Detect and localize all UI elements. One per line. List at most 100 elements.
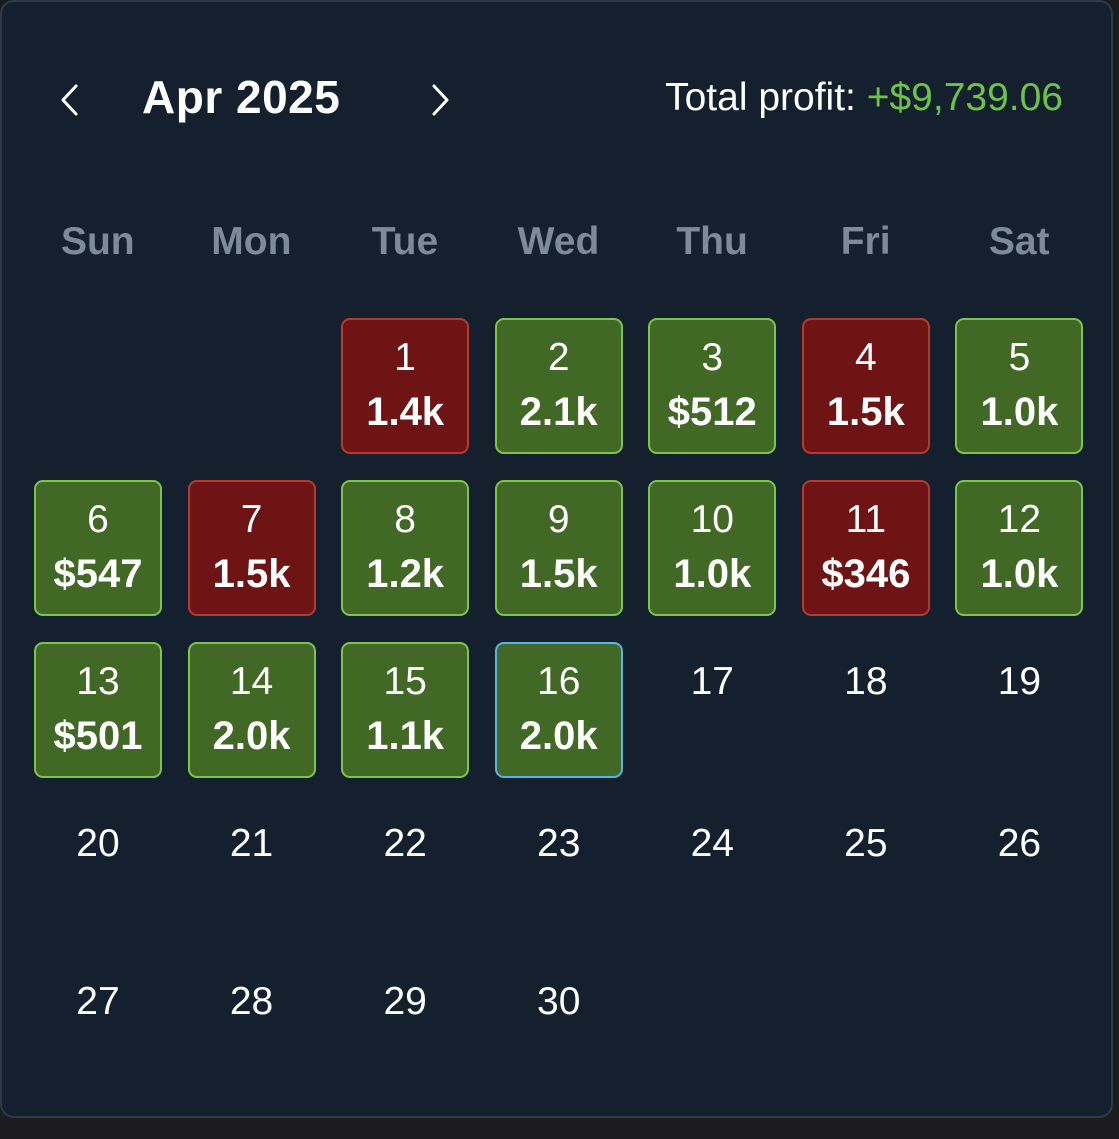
day-20[interactable]: 20 [34,804,162,940]
day-number: 18 [844,660,888,703]
calendar-header: Apr 2025 Total profit: +$9,739.06 [2,64,1111,136]
total-profit-label: Total profit: [665,76,856,119]
day-29[interactable]: 29 [341,962,469,1098]
day-30[interactable]: 30 [495,962,623,1098]
previous-month-button[interactable] [48,76,92,124]
day-number: 23 [537,822,581,865]
day-8[interactable]: 8 1.2k [341,480,470,616]
calendar-cell: 18 [789,640,943,802]
day-12[interactable]: 12 1.0k [955,480,1084,616]
calendar-cell: 15 1.1k [328,640,482,802]
day-number: 12 [997,498,1042,541]
day-profit-amount: 2.0k [519,714,598,758]
day-number: 4 [854,336,877,379]
day-profit-amount: 1.0k [673,552,752,596]
calendar-cell: 20 [21,802,175,960]
calendar-cell: 3 $512 [635,316,789,478]
day-17[interactable]: 17 [648,642,776,778]
day-profit-amount: 1.5k [212,552,291,596]
calendar-cell: 17 [635,640,789,802]
day-profit-amount: 1.2k [366,552,445,596]
empty-day-cell [175,316,329,478]
day-profit-amount: 1.5k [826,390,905,434]
calendar-cell: 14 2.0k [175,640,329,802]
window-bottom-edge [0,1118,1119,1139]
day-10[interactable]: 10 1.0k [648,480,777,616]
calendar-cell: 2 2.1k [482,316,636,478]
calendar-cell: 21 [175,802,329,960]
day-profit-amount: 2.1k [519,390,598,434]
day-number: 28 [229,980,274,1023]
day-profit-amount: 1.0k [980,390,1059,434]
day-18[interactable]: 18 [802,642,930,778]
day-number: 6 [87,498,109,541]
profit-calendar-panel: Apr 2025 Total profit: +$9,739.06 Sun Mo… [0,0,1113,1118]
day-number: 9 [547,498,570,541]
day-number: 1 [394,336,416,379]
day-25[interactable]: 25 [802,804,930,940]
day-5[interactable]: 5 1.0k [955,318,1084,454]
day-19[interactable]: 19 [955,642,1083,778]
calendar-cell: 27 [21,960,175,1100]
day-number: 24 [690,822,734,865]
calendar-cell: 5 1.0k [942,316,1096,478]
day-1[interactable]: 1 1.4k [341,318,470,454]
day-profit-amount: $501 [53,714,143,758]
empty-day-cell [21,316,175,478]
day-23[interactable]: 23 [495,804,623,940]
day-24[interactable]: 24 [648,804,776,940]
day-profit-amount: 1.5k [519,552,598,596]
day-6[interactable]: 6 $547 [34,480,162,616]
day-today[interactable]: 16 2.0k [494,642,623,778]
day-15[interactable]: 15 1.1k [341,642,470,778]
weekday-label: Tue [371,220,439,263]
day-number: 5 [1008,336,1031,379]
day-28[interactable]: 28 [188,962,316,1098]
calendar-cell: 28 [175,960,329,1100]
day-profit-amount: 1.0k [980,552,1059,596]
calendar-cell: 1 1.4k [328,316,482,478]
day-3[interactable]: 3 $512 [648,318,777,454]
calendar-cell: 26 [942,802,1096,960]
day-11[interactable]: 11 $346 [801,480,930,616]
day-number: 7 [240,498,263,541]
day-number: 2 [547,336,570,379]
day-21[interactable]: 21 [188,804,316,940]
day-number: 10 [690,498,734,541]
chevron-right-icon [432,84,449,116]
day-14[interactable]: 14 2.0k [187,642,316,778]
day-number: 11 [845,498,887,541]
day-number: 3 [701,336,724,379]
day-profit-amount: 1.4k [366,390,445,434]
day-profit-amount: 1.1k [366,714,445,758]
day-22[interactable]: 22 [341,804,469,940]
next-month-button[interactable] [418,76,462,124]
day-7[interactable]: 7 1.5k [187,480,316,616]
day-number: 17 [690,660,734,703]
calendar-cell: 7 1.5k [175,478,329,640]
day-26[interactable]: 26 [955,804,1083,940]
calendar-cell: 23 [482,802,636,960]
weekday-label: Sat [988,220,1050,263]
total-profit-value: +$9,739.06 [866,76,1063,119]
day-number: 29 [383,980,427,1023]
day-profit-amount: 2.0k [212,714,291,758]
calendar-cell: 4 1.5k [789,316,943,478]
day-13[interactable]: 13 $501 [34,642,162,778]
calendar-cell: 29 [328,960,482,1100]
day-2[interactable]: 2 2.1k [494,318,623,454]
day-number: 15 [383,660,427,703]
calendar-cell: 19 [942,640,1096,802]
day-number: 13 [76,660,120,703]
day-number: 26 [997,822,1042,865]
day-27[interactable]: 27 [34,962,162,1098]
day-profit-amount: $512 [667,390,757,434]
day-profit-amount: $346 [821,552,911,596]
calendar-cell: 16 2.0k [482,640,636,802]
month-title: Apr 2025 [142,71,341,123]
day-9[interactable]: 9 1.5k [494,480,623,616]
calendar-cell: 22 [328,802,482,960]
calendar-cell: 11 $346 [789,478,943,640]
day-4[interactable]: 4 1.5k [801,318,930,454]
calendar-cell: 12 1.0k [942,478,1096,640]
